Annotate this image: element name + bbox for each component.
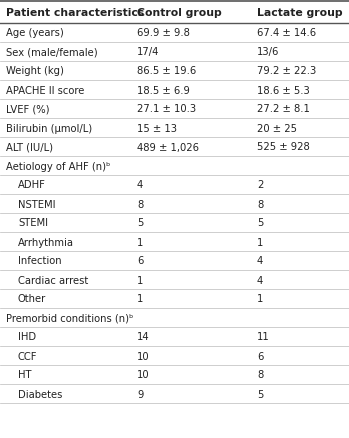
Text: APACHE II score: APACHE II score [6,85,84,95]
Text: 2: 2 [257,180,263,190]
Text: 86.5 ± 19.6: 86.5 ± 19.6 [137,66,196,76]
Text: Patient characteristics: Patient characteristics [6,8,144,18]
Text: 5: 5 [137,218,143,228]
Text: Lactate group: Lactate group [257,8,343,18]
Text: 79.2 ± 22.3: 79.2 ± 22.3 [257,66,316,76]
Text: 14: 14 [137,332,150,342]
Text: CCF: CCF [18,351,37,360]
Text: 1: 1 [257,237,263,247]
Text: 10: 10 [137,351,150,360]
Text: 10: 10 [137,370,150,380]
Text: 69.9 ± 9.8: 69.9 ± 9.8 [137,28,190,39]
Text: 6: 6 [137,256,143,266]
Text: STEMI: STEMI [18,218,48,228]
Text: 11: 11 [257,332,270,342]
Text: ALT (IU/L): ALT (IU/L) [6,142,53,152]
Text: 17/4: 17/4 [137,47,159,57]
Text: Other: Other [18,294,46,304]
Text: Arrhythmia: Arrhythmia [18,237,74,247]
Text: IHD: IHD [18,332,36,342]
Text: Bilirubin (μmol/L): Bilirubin (μmol/L) [6,123,92,133]
Text: 4: 4 [137,180,143,190]
Text: Weight (kg): Weight (kg) [6,66,64,76]
Text: Sex (male/female): Sex (male/female) [6,47,98,57]
Text: 8: 8 [257,370,263,380]
Text: 4: 4 [257,256,263,266]
Text: Diabetes: Diabetes [18,389,62,399]
Text: 27.2 ± 8.1: 27.2 ± 8.1 [257,104,310,114]
Text: 8: 8 [137,199,143,209]
Text: 525 ± 928: 525 ± 928 [257,142,310,152]
Text: 18.5 ± 6.9: 18.5 ± 6.9 [137,85,190,95]
Text: 1: 1 [137,237,143,247]
Text: Premorbid conditions (n)ᵇ: Premorbid conditions (n)ᵇ [6,313,133,323]
Text: Control group: Control group [137,8,222,18]
Text: NSTEMI: NSTEMI [18,199,55,209]
Text: 8: 8 [257,199,263,209]
Text: ADHF: ADHF [18,180,46,190]
Text: 5: 5 [257,218,263,228]
Text: Cardiac arrest: Cardiac arrest [18,275,88,285]
Text: 18.6 ± 5.3: 18.6 ± 5.3 [257,85,310,95]
Text: 5: 5 [257,389,263,399]
Text: 13/6: 13/6 [257,47,280,57]
Text: 67.4 ± 14.6: 67.4 ± 14.6 [257,28,316,39]
Text: Infection: Infection [18,256,62,266]
Text: 15 ± 13: 15 ± 13 [137,123,177,133]
Text: 1: 1 [137,294,143,304]
Text: 1: 1 [137,275,143,285]
Text: LVEF (%): LVEF (%) [6,104,50,114]
Text: Age (years): Age (years) [6,28,64,39]
Text: 4: 4 [257,275,263,285]
Text: 1: 1 [257,294,263,304]
Text: 489 ± 1,026: 489 ± 1,026 [137,142,199,152]
Text: 20 ± 25: 20 ± 25 [257,123,297,133]
Text: 9: 9 [137,389,143,399]
Text: Aetiology of AHF (n)ᵇ: Aetiology of AHF (n)ᵇ [6,161,110,171]
Text: 27.1 ± 10.3: 27.1 ± 10.3 [137,104,196,114]
Text: 6: 6 [257,351,263,360]
Text: HT: HT [18,370,31,380]
